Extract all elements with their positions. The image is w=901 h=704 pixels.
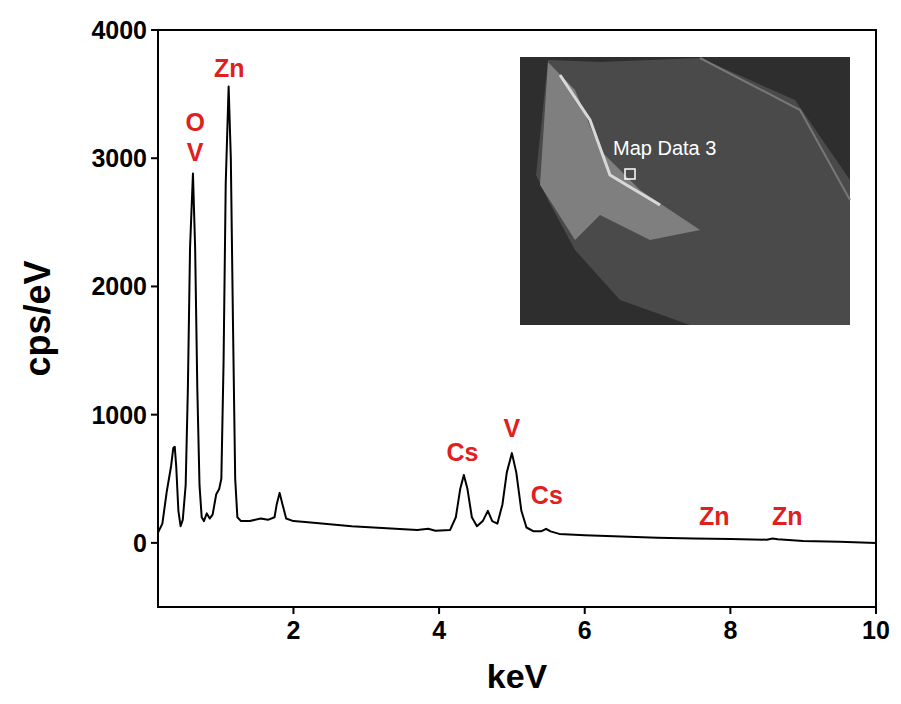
x-tick-label: 6 [578,616,592,644]
peak-label: V [187,138,204,166]
x-tick-label: 8 [723,616,737,644]
inset-particle [536,58,850,325]
y-tick-label: 0 [133,529,147,557]
peak-label: Cs [531,481,563,509]
y-tick [151,414,158,416]
y-tick-label: 4000 [91,16,147,44]
x-tick [729,607,731,614]
inset-rim [700,58,850,200]
y-tick-label: 2000 [91,272,147,300]
y-tick-label: 3000 [91,144,147,172]
inset-box [625,169,635,179]
inset-background [520,57,850,325]
x-tick [438,607,440,614]
x-tick-label: 4 [432,616,446,644]
peak-label: O [185,108,204,136]
plot-marks [158,86,876,542]
x-tick-label: 2 [286,616,300,644]
x-axis-title: keV [487,657,548,695]
x-tick [292,607,294,614]
chart: Map Data 3 2 4 6 8 10 0 1000 2000 3000 4000 keV cps/… [0,0,901,704]
peak-label: Zn [699,502,730,530]
x-tick-label: 10 [862,616,890,644]
y-tick [151,29,158,31]
y-tick [151,157,158,159]
plot-frame [158,30,876,607]
peak-label: V [504,414,521,442]
inset-label: Map Data 3 [613,137,716,159]
y-axis-title: cps/eV [17,260,58,376]
y-tick [151,542,158,544]
peak-label: Zn [214,54,245,82]
spectrum-line [158,86,876,542]
peak-label: Cs [446,438,478,466]
x-tick [584,607,586,614]
x-tick [875,607,877,614]
y-tick [151,285,158,287]
peak-label: Zn [772,502,803,530]
inset-image: Map Data 3 [520,57,850,325]
y-tick-label: 1000 [91,401,147,429]
